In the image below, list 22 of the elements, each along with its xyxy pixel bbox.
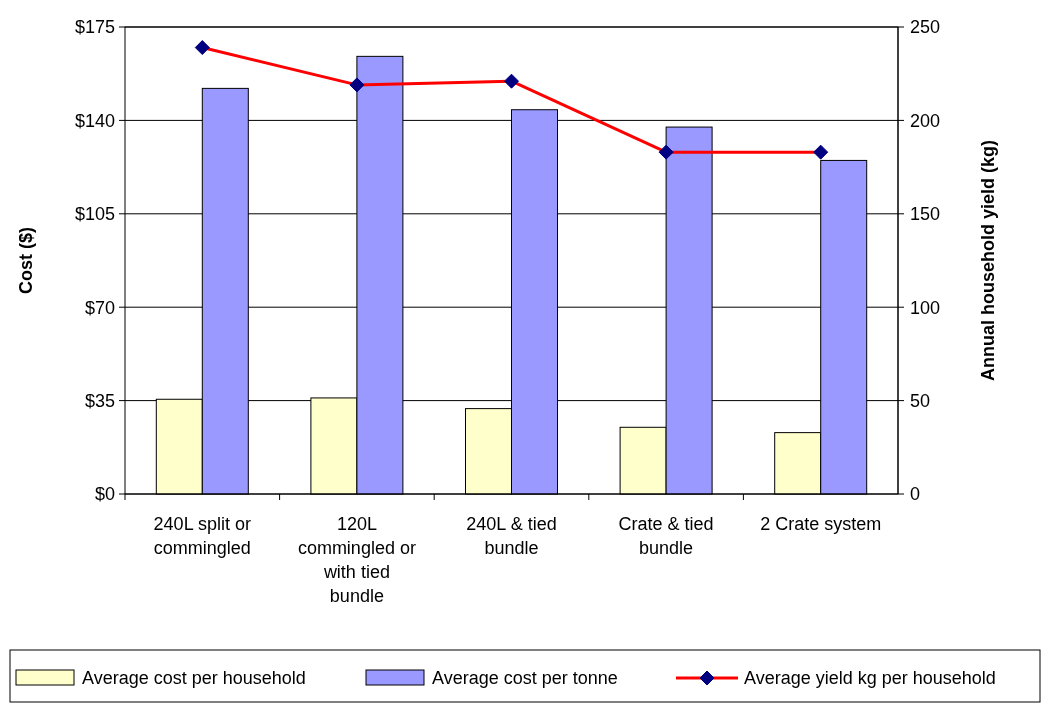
y-tick-label: $105: [74, 204, 115, 225]
legend-label: Average cost per tonne: [432, 668, 618, 689]
y2-tick-label: 250: [910, 17, 941, 38]
y2-tick-label: 200: [910, 110, 941, 131]
y-tick-label: $0: [94, 484, 115, 505]
legend-label: Average yield kg per household: [744, 668, 996, 689]
y-tick-label: $140: [74, 110, 115, 131]
x-tick-label: 120L commingled or with tied bundle: [297, 514, 416, 606]
x-tick-label: 240L & tied bundle: [466, 514, 557, 558]
y-tick-label: $35: [84, 390, 115, 411]
y-axis-title: Cost ($): [16, 227, 36, 294]
y-tick-label: $175: [74, 17, 115, 38]
y2-tick-label: 0: [910, 484, 921, 505]
y2-axis-title: Annual household yield (kg): [978, 139, 998, 382]
y-tick-label: $70: [84, 297, 115, 318]
x-tick-label: 240L split or commingled: [153, 514, 251, 558]
y2-tick-label: 100: [910, 297, 941, 318]
y2-tick-label: 150: [910, 204, 941, 225]
x-tick-label: 2 Crate system: [760, 514, 882, 534]
x-tick-label: Crate & tied bundle: [618, 514, 714, 558]
y2-tick-label: 50: [910, 390, 931, 411]
legend-label: Average cost per household: [82, 668, 306, 689]
